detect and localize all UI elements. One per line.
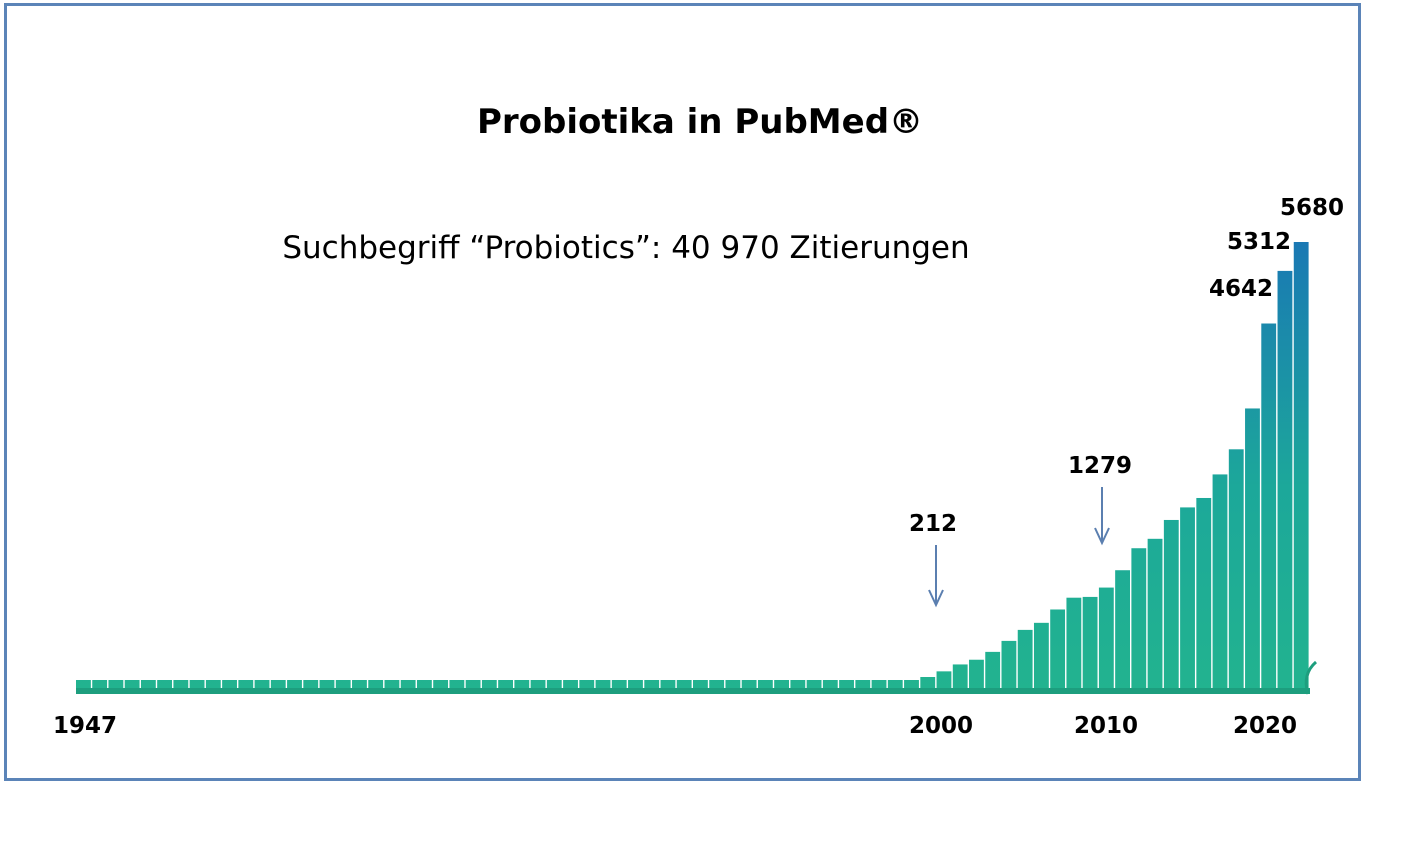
bar-1999 (920, 677, 936, 688)
bar-1963 (335, 680, 351, 688)
x-tick-2000: 2000 (909, 713, 973, 739)
bar-2008 (1066, 597, 1082, 688)
bar-1994 (839, 680, 854, 688)
bar-1950 (124, 680, 140, 688)
bar-2017 (1212, 474, 1228, 688)
bar-1982 (644, 680, 660, 688)
bar-1977 (563, 680, 578, 688)
annotation-1279: 1279 (1068, 453, 1132, 479)
axis-end-curve (1304, 660, 1318, 695)
bar-1987 (725, 680, 741, 688)
bar-1968 (416, 680, 432, 688)
bar-1979 (595, 680, 611, 688)
bar-2010 (1098, 587, 1114, 688)
arrow-2000 (928, 545, 944, 608)
annotation-5312: 5312 (1227, 229, 1291, 255)
bar-1998 (904, 680, 919, 688)
bar-1951 (140, 680, 156, 688)
chart-subtitle: Suchbegriff “Probiotics”: 40 970 Zitieru… (282, 230, 969, 266)
bar-1960 (287, 680, 302, 688)
bar-2003 (985, 651, 1001, 688)
bar-1956 (222, 680, 237, 688)
bar-1993 (822, 680, 838, 688)
bar-2019 (1245, 408, 1260, 688)
bar-1964 (352, 680, 367, 688)
chart-title: Probiotika in PubMed® (477, 102, 923, 142)
bar-1947 (76, 680, 91, 688)
bar-2002 (969, 659, 984, 688)
bar-1980 (611, 680, 627, 688)
x-axis-band (76, 688, 1310, 694)
bar-2011 (1115, 570, 1130, 688)
bar-2001 (952, 664, 968, 688)
bar-1978 (579, 680, 595, 688)
bar-2022 (1293, 242, 1309, 688)
bar-1992 (806, 680, 822, 688)
bar-1949 (108, 680, 124, 688)
bar-1955 (205, 680, 221, 688)
bar-2012 (1131, 548, 1147, 688)
bar-2013 (1147, 538, 1163, 688)
bar-1966 (384, 680, 400, 688)
bar-1954 (189, 680, 205, 688)
bar-1988 (741, 680, 757, 688)
bar-1969 (433, 680, 449, 688)
bar-1971 (465, 680, 481, 688)
bar-2009 (1082, 596, 1098, 688)
bar-1981 (628, 680, 643, 688)
bar-2007 (1050, 609, 1066, 688)
bar-1996 (871, 680, 887, 688)
bar-1959 (270, 680, 286, 688)
bar-1967 (400, 680, 416, 688)
bar-2016 (1196, 497, 1212, 688)
bar-2004 (1001, 640, 1017, 688)
bar-2006 (1033, 622, 1049, 688)
bar-2018 (1228, 449, 1244, 688)
bar-1975 (530, 680, 546, 688)
annotation-212: 212 (909, 511, 957, 537)
bar-1948 (92, 680, 108, 688)
bar-1997 (887, 680, 903, 688)
bar-1995 (855, 680, 871, 688)
bar-1985 (693, 680, 708, 688)
bar-1976 (546, 680, 562, 688)
bar-1957 (238, 680, 254, 688)
bar-1973 (498, 680, 513, 688)
bar-1962 (319, 680, 335, 688)
bar-1990 (774, 680, 790, 688)
arrow-2010 (1094, 487, 1110, 546)
bar-2014 (1163, 519, 1179, 688)
bars-group (76, 242, 1309, 688)
x-tick-2010: 2010 (1074, 713, 1138, 739)
bar-1972 (481, 680, 497, 688)
bar-1958 (254, 680, 270, 688)
bar-1974 (514, 680, 530, 688)
bar-1961 (303, 680, 319, 688)
bar-1984 (676, 680, 692, 688)
bar-2000 (936, 671, 952, 688)
bar-1953 (173, 680, 189, 688)
bar-2005 (1017, 629, 1033, 688)
x-tick-2020: 2020 (1233, 713, 1297, 739)
bar-1970 (449, 680, 465, 688)
bar-1991 (790, 680, 806, 688)
bar-2021 (1277, 270, 1293, 688)
bar-1965 (368, 680, 384, 688)
bar-1989 (757, 680, 773, 688)
bar-1983 (660, 680, 676, 688)
bar-2020 (1261, 323, 1277, 688)
bar-1986 (709, 680, 725, 688)
bar-2015 (1180, 507, 1195, 688)
x-tick-1947: 1947 (53, 713, 117, 739)
bar-1952 (157, 680, 173, 688)
chart-frame (4, 3, 1361, 781)
annotation-5680: 5680 (1280, 195, 1344, 221)
annotation-4642: 4642 (1209, 276, 1273, 302)
